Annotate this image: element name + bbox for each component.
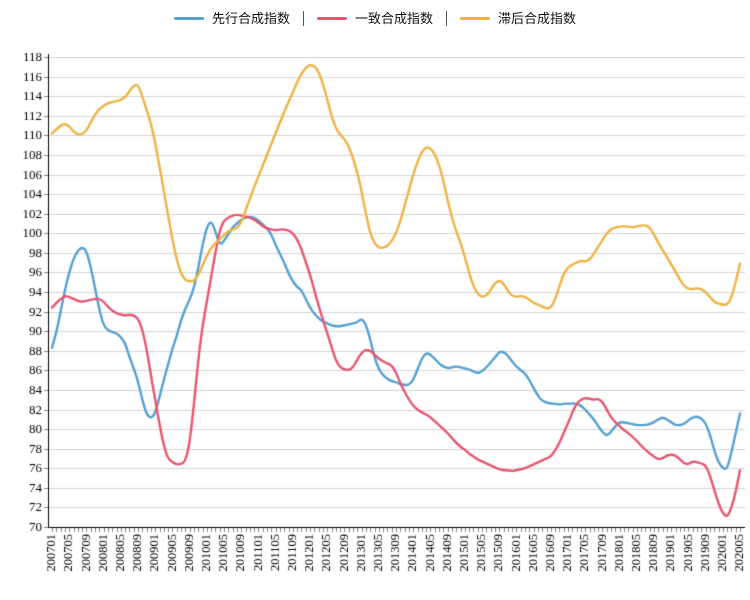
coincident-line-swatch-icon [316, 16, 347, 20]
legend-label-leading: 先行合成指数 [211, 10, 290, 26]
leading-line-swatch-icon [173, 16, 204, 20]
legend-item-lagging[interactable]: 滞后合成指数 [460, 12, 576, 25]
legend-label-lagging: 滞后合成指数 [498, 10, 577, 26]
legend-separator [302, 10, 304, 26]
chart-legend: 先行合成指数 一致合成指数 滞后合成指数 [0, 6, 750, 30]
legend-item-coincident[interactable]: 一致合成指数 [316, 10, 433, 26]
legend-item-leading[interactable]: 先行合成指数 [173, 10, 290, 26]
legend-label-coincident: 一致合成指数 [354, 10, 433, 26]
lagging-line-swatch-icon [460, 16, 490, 20]
legend-separator [446, 10, 447, 26]
